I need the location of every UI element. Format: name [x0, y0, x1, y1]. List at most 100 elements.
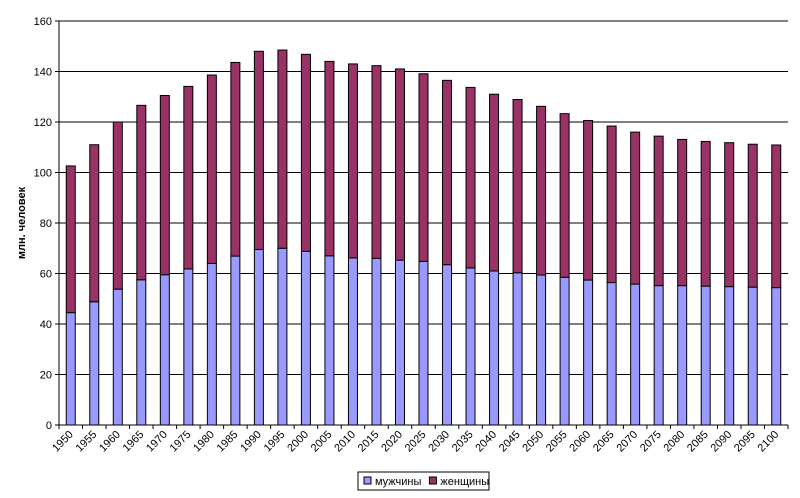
x-tick-label: 1975	[168, 429, 194, 455]
x-tick-label: 2030	[426, 429, 452, 455]
bar-women	[465, 86, 476, 269]
x-tick-label: 1970	[144, 429, 170, 455]
bar-women	[206, 74, 217, 264]
x-tick-label: 2035	[450, 429, 476, 455]
x-tick-label: 2060	[567, 429, 593, 455]
x-tick-label: 2075	[638, 429, 664, 455]
bar-women	[700, 140, 711, 287]
legend-label-women: женщины	[440, 476, 489, 488]
bar-men	[724, 286, 735, 426]
bar-women	[347, 63, 358, 259]
x-tick-label: 2095	[732, 429, 758, 455]
x-tick-label: 1955	[74, 429, 100, 455]
bar-women	[724, 142, 735, 288]
bar-men	[630, 283, 641, 426]
bar-women	[606, 125, 617, 284]
x-tick-label: 2045	[497, 429, 523, 455]
bar-men	[136, 279, 147, 426]
bar-women	[583, 119, 594, 281]
y-tick-label: 0	[46, 420, 52, 432]
x-tick-label: 2040	[473, 429, 499, 455]
legend-box	[357, 471, 490, 491]
bar-men	[324, 255, 335, 426]
bar-women	[394, 68, 405, 261]
bar-women	[159, 94, 170, 276]
bar-women	[747, 143, 758, 288]
bar-men	[371, 257, 382, 426]
x-tick-label: 1990	[238, 429, 264, 455]
bar-women	[183, 85, 194, 270]
y-tick-label: 20	[40, 370, 52, 382]
bar-men	[489, 270, 500, 426]
bar-women	[230, 61, 241, 257]
bar-men	[747, 286, 758, 426]
bar-men	[677, 285, 688, 426]
x-tick-label: 1960	[97, 429, 123, 455]
bar-men	[183, 268, 194, 426]
x-tick-label: 2015	[356, 429, 382, 455]
x-tick-label: 2025	[403, 429, 429, 455]
bar-women	[324, 60, 335, 257]
y-tick-label: 100	[34, 168, 52, 180]
x-tick-label: 1950	[50, 429, 76, 455]
bar-women	[653, 135, 664, 287]
y-tick-label: 140	[34, 67, 52, 79]
x-tick-label: 2000	[285, 429, 311, 455]
bar-men	[253, 249, 264, 426]
x-tick-label: 2090	[709, 429, 735, 455]
bar-men	[583, 279, 594, 426]
bar-men	[112, 288, 123, 426]
bar-women	[371, 65, 382, 259]
bar-men	[300, 250, 311, 426]
bar-women	[136, 104, 147, 281]
bar-men	[230, 255, 241, 426]
bars	[65, 49, 782, 426]
legend-swatch-women	[428, 476, 437, 485]
x-tick-label: 1985	[215, 429, 241, 455]
bar-men	[606, 282, 617, 426]
bar-women	[512, 99, 523, 274]
bar-men	[442, 264, 453, 426]
bar-men	[559, 276, 570, 426]
bar-men	[512, 272, 523, 426]
x-tick-label: 1995	[262, 429, 288, 455]
y-axis-label: млн. человек	[16, 186, 28, 259]
y-tick-label: 160	[34, 16, 52, 28]
y-tick-label: 120	[34, 117, 52, 129]
y-tick-label: 80	[40, 218, 52, 230]
bar-men	[771, 287, 782, 426]
bar-men	[65, 312, 76, 426]
bar-women	[300, 53, 311, 252]
bar-women	[65, 165, 76, 314]
bar-women	[559, 113, 570, 278]
legend-label-men: мужчины	[375, 476, 421, 488]
x-tick-label: 2020	[379, 429, 405, 455]
bar-women	[89, 144, 100, 303]
y-tick-label: 40	[40, 319, 52, 331]
y-tick-label: 60	[40, 269, 52, 281]
bar-women	[442, 79, 453, 266]
x-tick-label: 2005	[309, 429, 335, 455]
x-tick-labels: 1950195519601965197019751980198519901995…	[50, 429, 781, 455]
x-tick-label: 2050	[520, 429, 546, 455]
bar-women	[536, 105, 547, 276]
legend: мужчины женщины	[357, 471, 490, 491]
x-tick-label: 2070	[614, 429, 640, 455]
bar-men	[394, 259, 405, 426]
bar-men	[347, 257, 358, 426]
bar-men	[418, 260, 429, 426]
bar-women	[630, 131, 641, 285]
x-tick-label: 1965	[121, 429, 147, 455]
bar-women	[677, 138, 688, 287]
x-tick-label: 2065	[591, 429, 617, 455]
bar-men	[700, 285, 711, 426]
bar-women	[277, 49, 288, 249]
bar-men	[159, 274, 170, 426]
legend-swatch-men	[363, 476, 372, 485]
bar-women	[771, 144, 782, 289]
bar-men	[277, 247, 288, 426]
bar-men	[465, 267, 476, 426]
x-tick-label: 2055	[544, 429, 570, 455]
x-tick-label: 2010	[332, 429, 358, 455]
